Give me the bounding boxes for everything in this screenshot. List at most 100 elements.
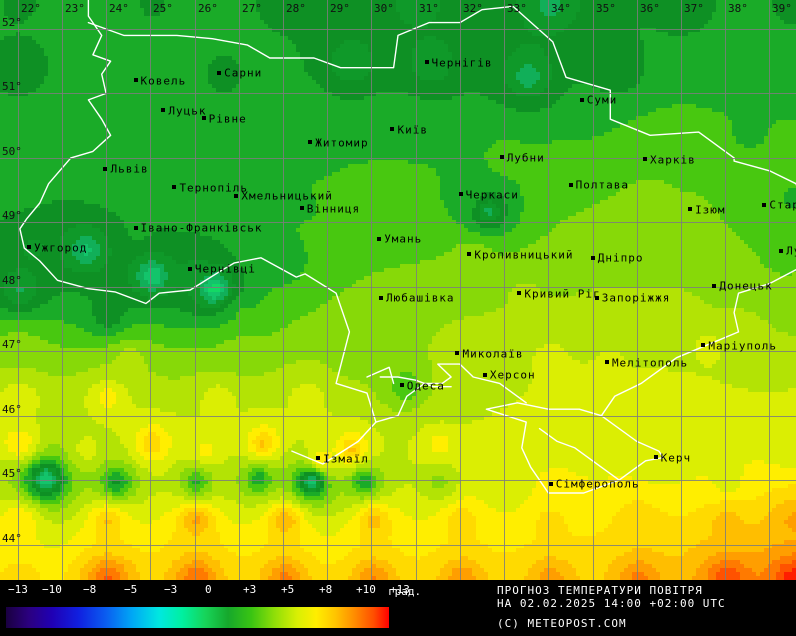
city-name: Луганськ — [786, 244, 796, 258]
city-label: Ізюм — [688, 204, 726, 215]
gridline-longitude — [416, 0, 417, 580]
city-label: Черкаси — [458, 189, 519, 200]
gridline-latitude — [0, 222, 796, 223]
city-marker-dot — [688, 207, 693, 212]
gridline-longitude — [150, 0, 151, 580]
longitude-label: 37° — [684, 2, 704, 15]
city-name: Ізмаїл — [323, 452, 369, 466]
city-marker-dot — [133, 225, 138, 230]
city-label: Сарни — [217, 67, 262, 79]
city-label: Лубни — [499, 151, 545, 165]
city-name: Львів — [110, 162, 149, 176]
city-name: Тернопіль — [179, 181, 249, 195]
latitude-label: 46° — [2, 403, 22, 416]
city-label: Керч — [653, 452, 692, 463]
city-name: Мелітополь — [611, 356, 689, 370]
latitude-label: 48° — [2, 274, 22, 287]
gridline-latitude — [0, 93, 796, 94]
city-name: Суми — [586, 93, 618, 107]
city-name: Кривий Ріг — [524, 287, 601, 301]
longitude-label: 39° — [772, 2, 792, 15]
city-label: Старобільськ — [762, 199, 796, 211]
city-marker-dot — [458, 192, 463, 197]
city-marker-dot — [499, 155, 504, 160]
city-marker-dot — [467, 252, 472, 257]
city-label: Луцьк — [161, 104, 207, 118]
city-name: Ковель — [140, 74, 187, 88]
city-marker-dot — [594, 295, 599, 300]
city-marker-dot — [548, 481, 553, 486]
legend-tick: −5 — [124, 583, 138, 596]
city-label: Запоріжжя — [594, 291, 671, 305]
gridline-longitude — [769, 0, 770, 580]
gridline-longitude — [593, 0, 594, 580]
legend-tick: −13 — [8, 583, 28, 596]
gridline-latitude — [0, 416, 796, 417]
gridline-longitude — [725, 0, 726, 580]
city-marker-dot — [424, 60, 429, 65]
temperature-field — [0, 0, 796, 580]
city-marker-dot — [234, 193, 239, 198]
copyright-label: (C) METEOPOST.COM — [497, 617, 627, 630]
gridline-longitude — [371, 0, 372, 580]
temperature-map[interactable]: 22° 23° 24° 25° 26° 27° 28° 29° 30° 31° 32° 33° 34° 3… — [0, 0, 796, 580]
city-label: Дніпро — [590, 252, 644, 264]
city-marker-dot — [579, 97, 584, 102]
gridline-latitude — [0, 287, 796, 288]
city-marker-dot — [590, 255, 595, 260]
gridline-longitude — [239, 0, 240, 580]
longitude-label: 31° — [419, 2, 439, 15]
longitude-label: 27° — [242, 2, 262, 15]
city-name: Запоріжжя — [601, 291, 671, 305]
city-label: Київ — [390, 124, 428, 135]
city-name: Івано-Франківськ — [140, 221, 263, 235]
gridline-longitude — [637, 0, 638, 580]
legend-tick: +13 — [390, 583, 410, 596]
city-marker-dot — [568, 182, 573, 187]
footer-bar: −13 −10 −8 −5 −3 0 +3 +5 +8 +10 +13 град. ПРОГНОЗ … — [0, 580, 796, 636]
latitude-label: 47° — [2, 338, 22, 351]
city-label: Умань — [377, 233, 422, 245]
city-name: Сімферополь — [555, 477, 640, 491]
border-line — [600, 182, 796, 459]
city-marker-dot — [187, 266, 192, 271]
city-label: Херсон — [482, 368, 536, 382]
city-marker-dot — [26, 245, 31, 250]
city-label: Донецьк — [712, 280, 772, 292]
gridline-longitude — [548, 0, 549, 580]
city-label: Тернопіль — [172, 181, 249, 195]
city-label: Львів — [103, 163, 148, 175]
gridline-latitude — [0, 351, 796, 352]
gridline-longitude — [18, 0, 19, 580]
longitude-label: 33° — [507, 2, 527, 15]
longitude-label: 32° — [463, 2, 483, 15]
legend-tick-labels: −13 −10 −8 −5 −3 0 +3 +5 +8 +10 +13 — [0, 580, 420, 602]
city-name: Миколаїв — [462, 347, 524, 360]
city-label: Кропивницький — [467, 249, 573, 260]
longitude-label: 36° — [640, 2, 660, 15]
city-label: Вінниця — [299, 203, 360, 214]
city-name: Маріуполь — [708, 339, 777, 353]
city-label: Луганськ — [779, 245, 796, 257]
city-marker-dot — [482, 372, 487, 377]
legend-tick: −3 — [164, 583, 178, 596]
city-name: Луцьк — [168, 104, 207, 118]
border-line — [375, 363, 527, 423]
gridline-longitude — [195, 0, 196, 580]
city-name: Умань — [384, 232, 423, 246]
city-marker-dot — [308, 140, 313, 145]
city-label: Миколаїв — [455, 347, 524, 360]
city-name: Житомир — [315, 136, 369, 150]
city-marker-dot — [378, 295, 383, 300]
city-marker-dot — [133, 78, 138, 83]
city-marker-dot — [161, 108, 166, 113]
city-name: Чернігів — [431, 56, 493, 70]
longitude-label: 38° — [728, 2, 748, 15]
city-label: Мелітополь — [604, 356, 689, 370]
city-name: Лубни — [506, 151, 545, 165]
city-name: Херсон — [489, 368, 536, 382]
longitude-label: 35° — [596, 2, 616, 15]
border-line — [538, 427, 620, 481]
city-label: Чернігів — [424, 56, 493, 70]
city-name: Любашівка — [385, 291, 455, 305]
